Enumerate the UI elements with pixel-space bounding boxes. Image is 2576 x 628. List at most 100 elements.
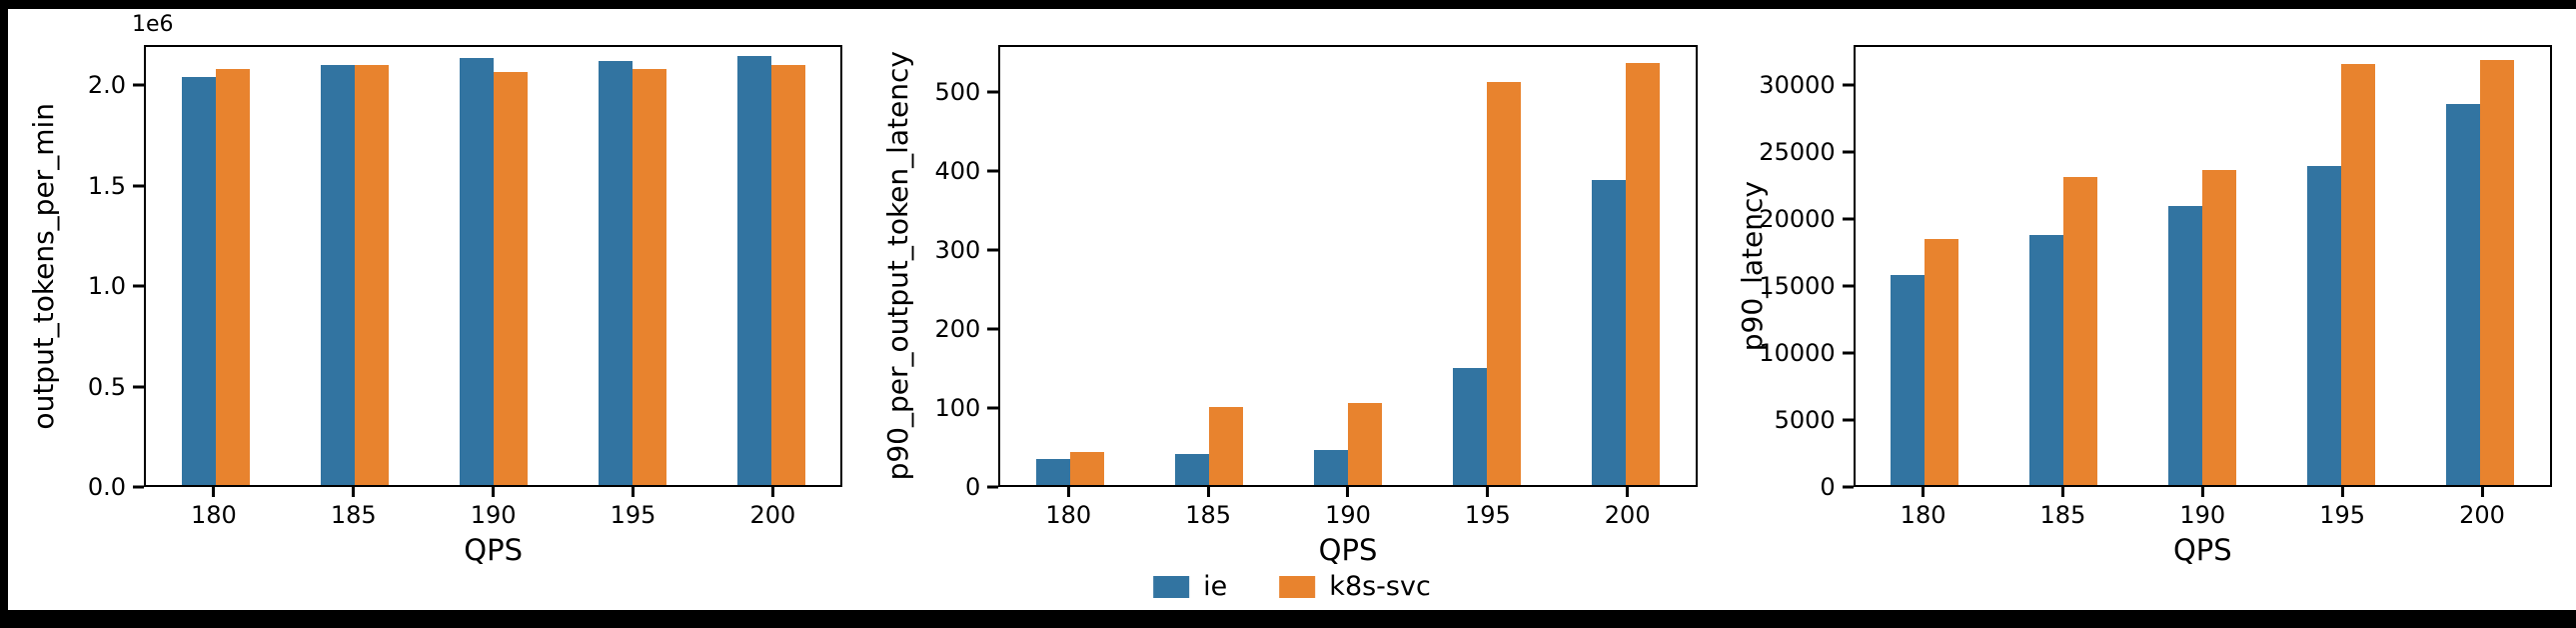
bar-group-185 — [1139, 47, 1278, 485]
bar-group-195 — [563, 47, 701, 485]
bar-k8s-svc-195 — [2341, 64, 2376, 485]
bar-group-195 — [2272, 47, 2411, 485]
x-tick-label: 180 — [1045, 501, 1092, 529]
x-axis-label: QPS — [464, 533, 524, 567]
bar-k8s-svc-190 — [493, 71, 528, 485]
x-tick-200: 200 — [702, 487, 842, 529]
x-axis-label: QPS — [1318, 533, 1378, 567]
bar-ie-195 — [1453, 367, 1488, 485]
x-tick-180: 180 — [1854, 487, 1993, 529]
x-tick-label: 180 — [191, 501, 237, 529]
legend-label-ie: ie — [1203, 571, 1228, 602]
x-tick-mark — [770, 487, 774, 497]
y-tick-mark — [987, 169, 999, 173]
x-tick-label: 200 — [2459, 501, 2505, 529]
y-tick-label: 400 — [934, 157, 981, 186]
y-tick-mark — [133, 83, 144, 87]
bar-group-200 — [1557, 47, 1696, 485]
y-tick-mark — [133, 385, 144, 389]
bar-k8s-svc-195 — [632, 68, 666, 485]
chart-output-tokens-per-min: output_tokens_per_min 1e6 0.0 0.5 1.0 1.5 2.… — [22, 12, 843, 610]
plot-area: 1e6 0.0 0.5 1.0 1.5 2.0 — [88, 12, 843, 501]
legend-label-k8s-svc: k8s-svc — [1329, 571, 1431, 602]
x-tick-label: 200 — [749, 501, 796, 529]
ylabel-wrap: output_tokens_per_min — [22, 45, 64, 487]
y-tick-mark — [1842, 418, 1854, 422]
x-axis-label: QPS — [2172, 533, 2232, 567]
x-tick-mark — [1922, 487, 1926, 497]
x-tick-190: 190 — [424, 487, 564, 529]
figure-canvas: output_tokens_per_min 1e6 0.0 0.5 1.0 1.5 2.… — [8, 9, 2576, 610]
bar-k8s-svc-185 — [2063, 177, 2098, 485]
x-tick-185: 185 — [1138, 487, 1278, 529]
y-tick-label: 300 — [934, 236, 981, 265]
x-tick-mark — [632, 487, 635, 497]
bar-ie-195 — [598, 60, 633, 485]
bar-ie-185 — [320, 64, 355, 485]
bar-ie-180 — [181, 76, 216, 485]
bar-group-190 — [2133, 47, 2272, 485]
x-tick-185: 185 — [284, 487, 424, 529]
y-tick-label: 0 — [1820, 473, 1836, 501]
chart-body: 0 100 200 300 400 500 180 185 190 195 200 QPS — [918, 45, 1698, 567]
bar-group-185 — [285, 47, 424, 485]
y-tick-mark — [133, 284, 144, 288]
y-tick-label: 25000 — [1759, 138, 1836, 167]
bar-groups — [1856, 47, 2550, 485]
x-tick-mark — [1346, 487, 1350, 497]
x-tick-200: 200 — [2412, 487, 2552, 529]
x-tick-label: 200 — [1604, 501, 1651, 529]
y-tick-mark — [133, 485, 144, 489]
x-tick-label: 190 — [470, 501, 517, 529]
y-tick-label: 0.5 — [87, 372, 126, 401]
bar-group-180 — [1856, 47, 1994, 485]
x-tick-mark — [2340, 487, 2344, 497]
legend-item-ie: ie — [1153, 571, 1227, 602]
x-tick-190: 190 — [2132, 487, 2272, 529]
y-tick-mark — [987, 248, 999, 252]
bar-ie-195 — [2307, 166, 2342, 485]
plot-region — [1853, 45, 2552, 487]
bar-k8s-svc-185 — [1208, 406, 1243, 485]
plot-area: 0 100 200 300 400 500 — [935, 45, 1698, 501]
bar-k8s-svc-200 — [770, 64, 805, 485]
x-tick-label: 195 — [2319, 501, 2366, 529]
y-tick-mark — [1842, 485, 1854, 489]
bar-ie-190 — [459, 57, 494, 485]
x-tick-mark — [2480, 487, 2484, 497]
bar-k8s-svc-195 — [1487, 82, 1522, 485]
y-tick-mark — [987, 485, 999, 489]
bar-ie-185 — [2029, 235, 2064, 485]
bar-ie-180 — [1035, 459, 1070, 485]
y-tick-mark — [987, 406, 999, 410]
ylabel-wrap: p90_latency — [1732, 45, 1774, 487]
y-tick-label: 0 — [965, 473, 981, 501]
bar-group-200 — [2411, 47, 2550, 485]
y-tick-label: 5000 — [1774, 406, 1836, 435]
legend-swatch-ie — [1153, 575, 1190, 598]
x-tick-mark — [2060, 487, 2064, 497]
x-tick-label: 195 — [610, 501, 656, 529]
chart-body: 0 5000 10000 15000 20000 25000 30000 180 185 190… — [1759, 45, 2552, 567]
chart-p90-per-output-token-latency: p90_per_output_token_latency 0 100 200 300 4… — [876, 45, 1698, 610]
y-tick-mark — [987, 327, 999, 331]
x-ticks: 180 185 190 195 200 — [1854, 487, 2552, 529]
y-tick-mark — [1842, 150, 1854, 154]
bar-ie-185 — [1174, 453, 1209, 485]
bar-group-180 — [146, 47, 285, 485]
y-tick-mark — [1842, 217, 1854, 221]
x-tick-180: 180 — [998, 487, 1138, 529]
bar-k8s-svc-190 — [1347, 402, 1382, 485]
x-ticks: 180 185 190 195 200 — [998, 487, 1697, 529]
y-tick-label: 100 — [934, 394, 981, 423]
legend-swatch-k8s-svc — [1279, 575, 1316, 598]
x-tick-mark — [1066, 487, 1070, 497]
bar-k8s-svc-180 — [1069, 452, 1104, 485]
y-tick-label: 1.5 — [87, 171, 126, 200]
x-tick-label: 180 — [1900, 501, 1946, 529]
bar-k8s-svc-180 — [215, 68, 250, 485]
x-tick-195: 195 — [564, 487, 703, 529]
legend-item-k8s-svc: k8s-svc — [1279, 571, 1431, 602]
bar-ie-180 — [1891, 275, 1926, 485]
